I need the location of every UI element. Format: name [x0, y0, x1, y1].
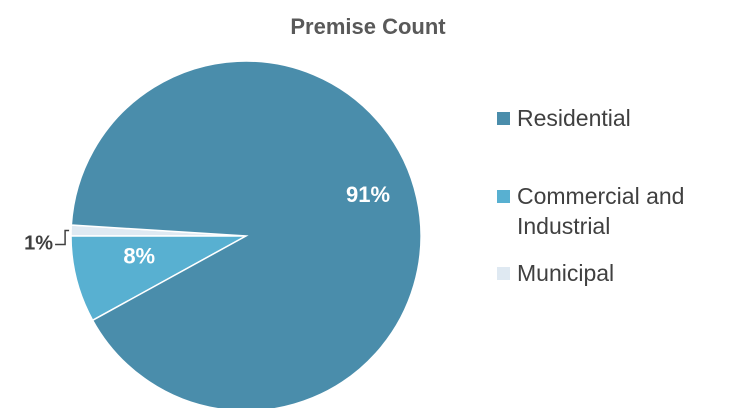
- legend-label-municipal: Municipal: [517, 260, 614, 286]
- legend-label-residential: Residential: [517, 105, 631, 131]
- legend-swatch-commercial-and-industrial: [497, 190, 510, 203]
- chart-legend: Residential Commercial and Industrial Munic…: [497, 105, 684, 286]
- data-label-commercial-and-industrial: 8%: [123, 243, 155, 268]
- legend-label-commercial-and-industrial: Commercial and: [517, 183, 684, 209]
- legend-label-commercial-and-industrial-line-2: Industrial: [517, 213, 610, 239]
- pie-slices: [70, 60, 422, 408]
- pie-data-labels: 1% 8% 91%: [24, 182, 390, 268]
- data-label-residential: 91%: [346, 182, 390, 207]
- legend-swatch-residential: [497, 112, 510, 125]
- chart-title: Premise Count: [290, 14, 446, 39]
- leader-line-municipal: [55, 229, 70, 246]
- legend-swatch-municipal: [497, 267, 510, 280]
- data-label-municipal: 1%: [24, 232, 53, 254]
